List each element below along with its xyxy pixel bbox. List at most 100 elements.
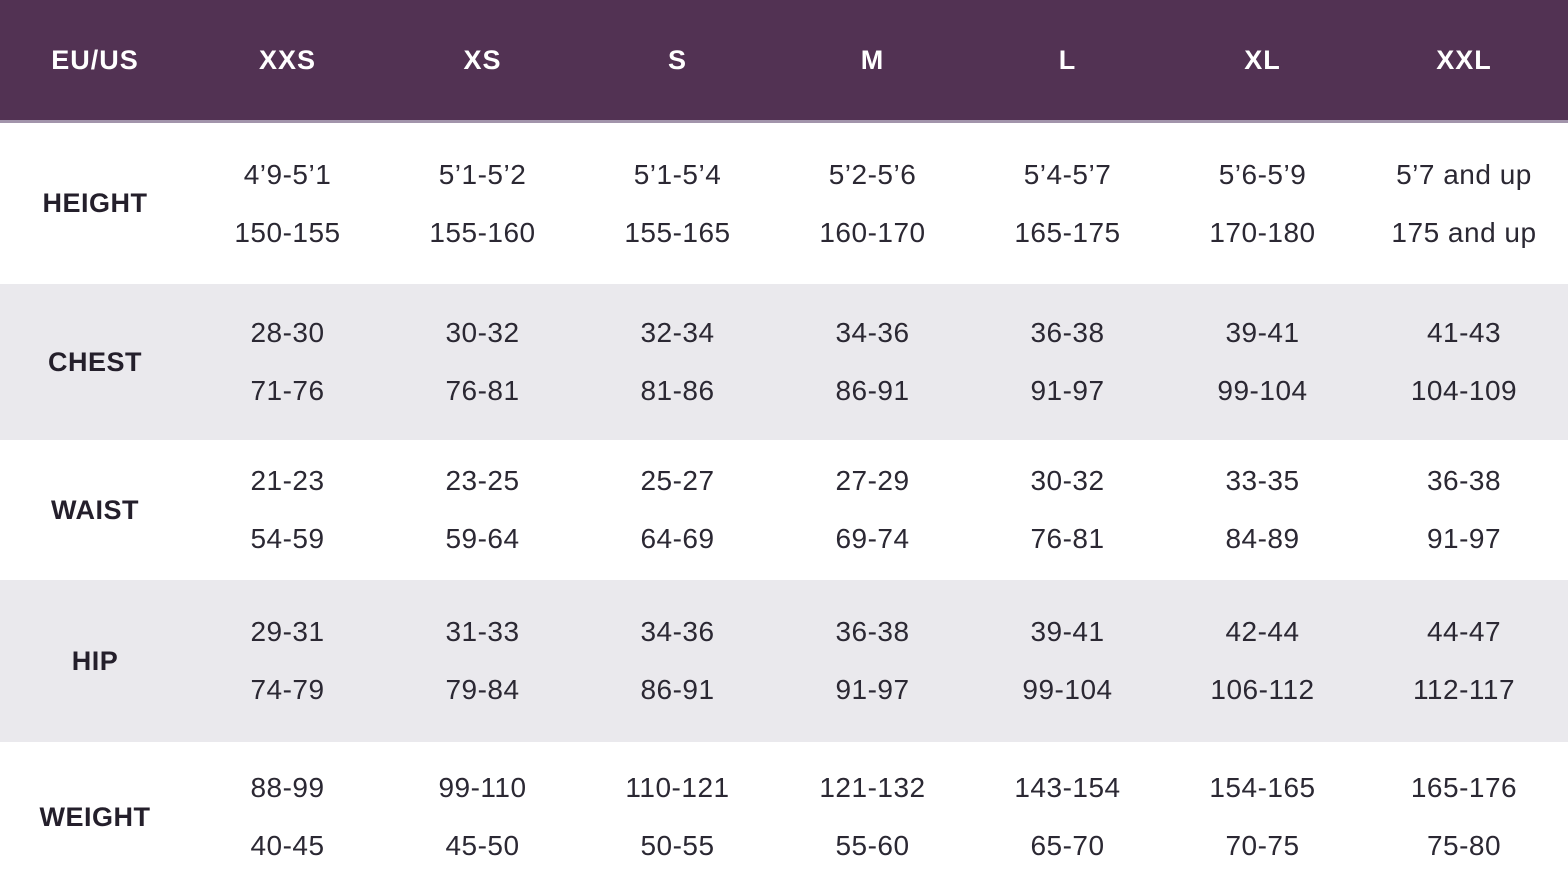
imperial-value: 36-38 <box>1426 465 1502 496</box>
imperial-value: 29-31 <box>250 616 325 647</box>
cell-height-xl: 5’6-5’9 170-180 <box>1165 160 1360 248</box>
metric-value: 106-112 <box>1210 674 1315 705</box>
cell-chest-xl: 39-41 99-104 <box>1165 319 1360 405</box>
cell-chest-xxl: 41-43 104-109 <box>1360 319 1568 405</box>
cell-chest-l: 36-38 91-97 <box>970 319 1165 405</box>
imperial-value: 4’9-5’1 <box>243 158 332 190</box>
metric-value: 170-180 <box>1209 216 1316 248</box>
cell-hip-xxs: 29-31 74-79 <box>190 618 385 704</box>
metric-value: 160-170 <box>819 216 926 248</box>
cell-hip-xs: 31-33 79-84 <box>385 618 580 704</box>
metric-value: 91-97 <box>1030 375 1105 406</box>
metric-value: 76-81 <box>1030 523 1105 554</box>
imperial-value: 31-33 <box>445 616 520 647</box>
row-hip: HIP 29-31 74-79 31-33 79-84 34-36 86-91 … <box>0 580 1568 742</box>
metric-value: 75-80 <box>1426 830 1502 861</box>
metric-value: 155-165 <box>624 216 731 248</box>
cell-hip-s: 34-36 86-91 <box>580 618 775 704</box>
imperial-value: 27-29 <box>835 465 910 496</box>
imperial-value: 165-176 <box>1410 772 1518 803</box>
cell-weight-xl: 154-165 70-75 <box>1165 774 1360 860</box>
imperial-value: 23-25 <box>445 465 520 496</box>
row-label-height: HEIGHT <box>42 188 148 218</box>
metric-value: 81-86 <box>640 375 715 406</box>
imperial-value: 41-43 <box>1426 317 1502 348</box>
imperial-value: 5’2-5’6 <box>828 158 917 190</box>
imperial-value: 36-38 <box>1030 317 1105 348</box>
cell-waist-xl: 33-35 84-89 <box>1165 467 1360 553</box>
imperial-value: 44-47 <box>1426 616 1502 647</box>
metric-value: 50-55 <box>640 830 715 861</box>
imperial-value: 5’1-5’4 <box>633 158 722 190</box>
metric-value: 45-50 <box>445 830 520 861</box>
size-chart-header-row: EU/US XXS XS S M L XL XXL <box>0 0 1568 123</box>
cell-height-xxs: 4’9-5’1 150-155 <box>190 158 385 248</box>
row-height: HEIGHT 4’9-5’1 150-155 5’1-5’2 155-160 5… <box>0 123 1568 284</box>
imperial-value: 42-44 <box>1225 616 1300 647</box>
metric-value: 69-74 <box>835 523 910 554</box>
cell-hip-xl: 42-44 106-112 <box>1165 618 1360 704</box>
cell-hip-xxl: 44-47 112-117 <box>1360 618 1568 704</box>
metric-value: 64-69 <box>640 523 715 554</box>
cell-weight-l: 143-154 65-70 <box>970 774 1165 860</box>
column-header-l: L <box>1058 44 1077 75</box>
cell-height-m: 5’2-5’6 160-170 <box>775 158 970 248</box>
imperial-value: 5’4-5’7 <box>1023 158 1112 190</box>
row-waist: WAIST 21-23 54-59 23-25 59-64 25-27 64-6… <box>0 440 1568 580</box>
cell-chest-xs: 30-32 76-81 <box>385 319 580 405</box>
imperial-value: 32-34 <box>640 317 715 348</box>
row-label-weight: WEIGHT <box>39 801 151 832</box>
metric-value: 91-97 <box>835 674 910 705</box>
imperial-value: 30-32 <box>1030 465 1105 496</box>
row-label-waist: WAIST <box>51 494 139 525</box>
metric-value: 55-60 <box>835 830 910 861</box>
imperial-value: 143-154 <box>1014 772 1121 803</box>
metric-value: 59-64 <box>445 523 520 554</box>
column-header-eu-us: EU/US <box>51 44 139 75</box>
imperial-value: 39-41 <box>1030 616 1105 647</box>
column-header-xxs: XXS <box>258 44 317 75</box>
imperial-value: 110-121 <box>625 772 730 803</box>
cell-weight-xxs: 88-99 40-45 <box>190 774 385 860</box>
imperial-value: 121-132 <box>819 772 926 803</box>
imperial-value: 39-41 <box>1225 317 1300 348</box>
metric-value: 175 and up <box>1391 216 1537 248</box>
imperial-value: 5’7 and up <box>1396 158 1532 190</box>
metric-value: 84-89 <box>1225 523 1300 554</box>
cell-chest-xxs: 28-30 71-76 <box>190 319 385 405</box>
imperial-value: 34-36 <box>835 317 910 348</box>
row-label-hip: HIP <box>71 645 119 676</box>
metric-value: 65-70 <box>1030 830 1105 861</box>
cell-waist-m: 27-29 69-74 <box>775 467 970 553</box>
metric-value: 99-104 <box>1217 375 1308 406</box>
cell-chest-s: 32-34 81-86 <box>580 319 775 405</box>
cell-height-s: 5’1-5’4 155-165 <box>580 158 775 248</box>
metric-value: 91-97 <box>1426 523 1502 554</box>
metric-value: 54-59 <box>250 523 325 554</box>
imperial-value: 28-30 <box>250 317 325 348</box>
column-header-s: S <box>667 44 687 75</box>
imperial-value: 88-99 <box>250 772 325 803</box>
metric-value: 79-84 <box>445 674 520 705</box>
cell-chest-m: 34-36 86-91 <box>775 319 970 405</box>
column-header-xs: XS <box>463 44 502 75</box>
cell-hip-l: 39-41 99-104 <box>970 618 1165 704</box>
metric-value: 70-75 <box>1225 830 1300 861</box>
metric-value: 155-160 <box>429 216 536 248</box>
cell-weight-xxl: 165-176 75-80 <box>1360 774 1568 860</box>
metric-value: 74-79 <box>250 674 325 705</box>
imperial-value: 25-27 <box>640 465 715 496</box>
metric-value: 76-81 <box>445 375 520 406</box>
imperial-value: 154-165 <box>1209 772 1316 803</box>
imperial-value: 5’1-5’2 <box>438 158 527 190</box>
imperial-value: 99-110 <box>438 772 527 803</box>
metric-value: 40-45 <box>250 830 325 861</box>
cell-waist-xxs: 21-23 54-59 <box>190 467 385 553</box>
row-label-chest: CHEST <box>47 346 142 377</box>
cell-height-xs: 5’1-5’2 155-160 <box>385 158 580 248</box>
metric-value: 71-76 <box>250 375 325 406</box>
metric-value: 104-109 <box>1410 375 1518 406</box>
metric-value: 150-155 <box>234 216 341 248</box>
cell-hip-m: 36-38 91-97 <box>775 618 970 704</box>
